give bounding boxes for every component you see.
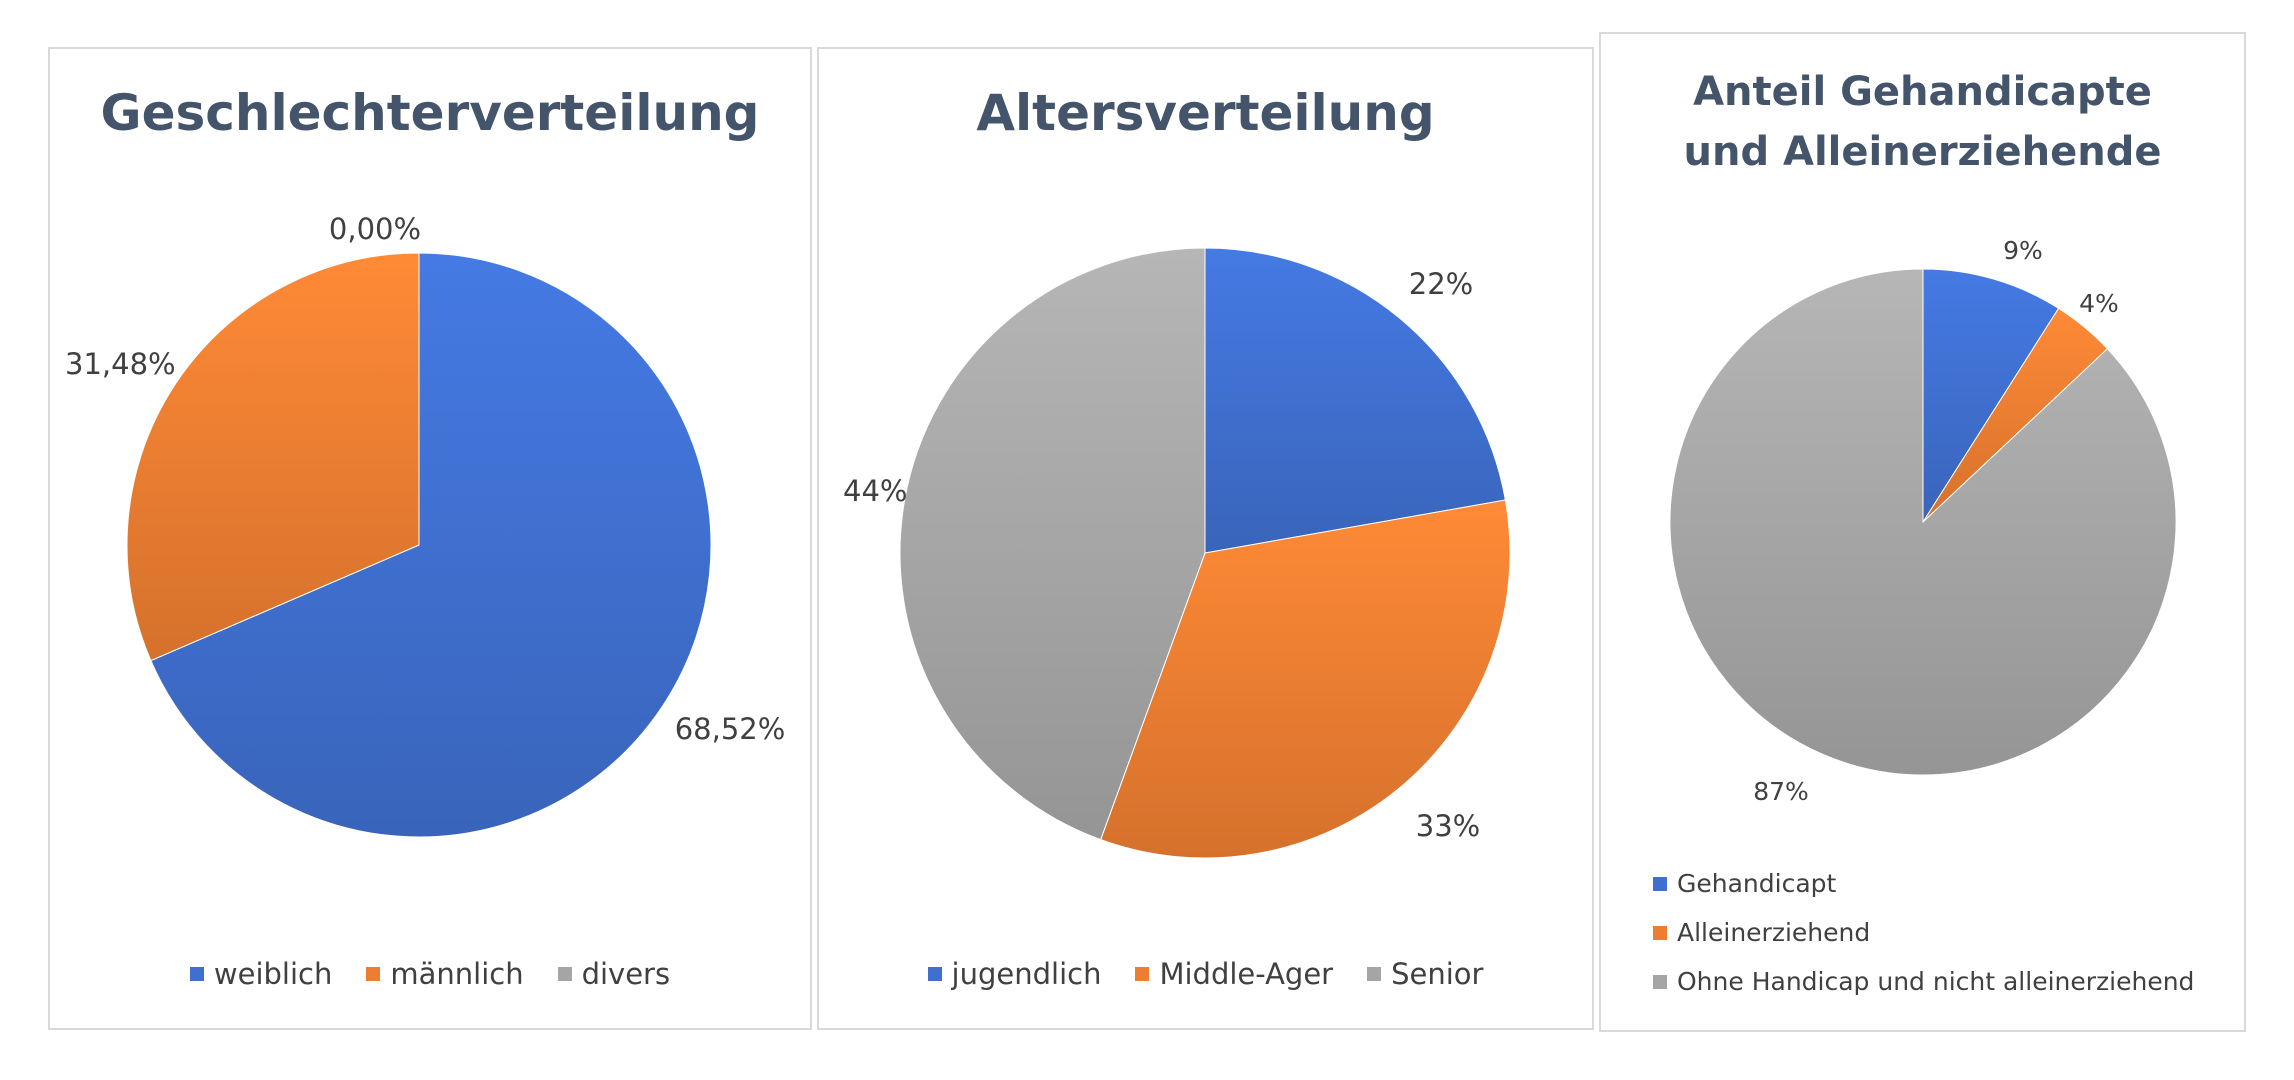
legend-item: weiblich [189, 957, 333, 991]
legend-label: Ohne Handicap und nicht alleinerziehend [1677, 967, 2195, 996]
legend-item: Middle-Ager [1135, 957, 1333, 991]
legend-item: Senior [1367, 957, 1483, 991]
chart-title: Geschlechterverteilung [100, 84, 760, 142]
legend-item: Alleinerziehend [1653, 918, 1870, 947]
legend-label: weiblich [213, 957, 333, 991]
legend-swatch [1653, 876, 1667, 891]
pie-chart-handicap: 9% 4% 87% [1669, 236, 2177, 806]
chart-panel-age: Altersverteilung 22% 33% 44% jugendlich Mid… [817, 47, 1594, 1030]
chart-legend: weiblich männlich divers [50, 957, 810, 991]
legend-swatch [366, 967, 381, 981]
data-label: 0,00% [329, 212, 421, 246]
chart-title: Altersverteilung [976, 84, 1435, 142]
data-label: 22% [1409, 267, 1473, 301]
legend-label: divers [581, 957, 671, 991]
legend-label: Middle-Ager [1159, 957, 1334, 991]
pie-slice-jugendlich [1204, 247, 1506, 554]
chart-title-line: Anteil Gehandicapte [1693, 69, 2152, 115]
legend-label: männlich [390, 957, 524, 991]
legend-swatch [1367, 967, 1382, 981]
legend-item: Gehandicapt [1653, 869, 1836, 898]
pie-slice-middle-ager [1100, 499, 1511, 859]
data-label: 68,52% [675, 712, 786, 746]
legend-label: Alleinerziehend [1677, 918, 1871, 947]
pie-slice-senior [899, 247, 1206, 841]
legend-swatch [557, 967, 572, 981]
legend-swatch [1653, 925, 1667, 940]
legend-item: Ohne Handicap und nicht alleinerziehend [1653, 967, 2194, 996]
data-label: 9% [2003, 236, 2043, 265]
legend-label: Gehandicapt [1677, 869, 1837, 898]
chart-legend: jugendlich Middle-Ager Senior [819, 957, 1592, 991]
legend-label: Senior [1391, 957, 1484, 991]
pie-slice-weiblich [150, 252, 712, 838]
chart-panel-gender: Geschlechterverteilung 68,52% 31,48% 0,00%… [48, 47, 812, 1030]
pie-chart-age: 22% 33% 44% [843, 247, 1511, 859]
chart-panel-handicap: Anteil Gehandicapte und Alleinerziehende… [1599, 32, 2246, 1032]
chart-title: Anteil Gehandicapte und Alleinerziehende [1601, 62, 2244, 182]
data-label: 87% [1753, 777, 1809, 806]
legend-swatch [189, 967, 204, 981]
legend-label: jugendlich [951, 957, 1102, 991]
legend-swatch [927, 967, 942, 981]
data-label: 31,48% [65, 347, 176, 381]
legend-item: jugendlich [927, 957, 1102, 991]
data-label: 33% [1416, 809, 1480, 843]
pie-slice-gehandicapt [1922, 268, 2060, 524]
legend-item: divers [557, 957, 671, 991]
chart-legend: Gehandicapt Alleinerziehend Ohne Handicap … [1653, 869, 2194, 996]
legend-swatch [1135, 967, 1150, 981]
chart-title-line: und Alleinerziehende [1683, 129, 2162, 175]
data-label: 4% [2079, 289, 2119, 318]
data-label: 44% [843, 474, 907, 508]
legend-item: männlich [366, 957, 524, 991]
pie-slice-ohne-handicap-und-nicht-alleinerziehend [1669, 268, 2177, 776]
pie-chart-gender: 68,52% 31,48% 0,00% [65, 212, 786, 838]
legend-swatch [1653, 974, 1667, 989]
pie-slice-männlich [126, 252, 420, 662]
